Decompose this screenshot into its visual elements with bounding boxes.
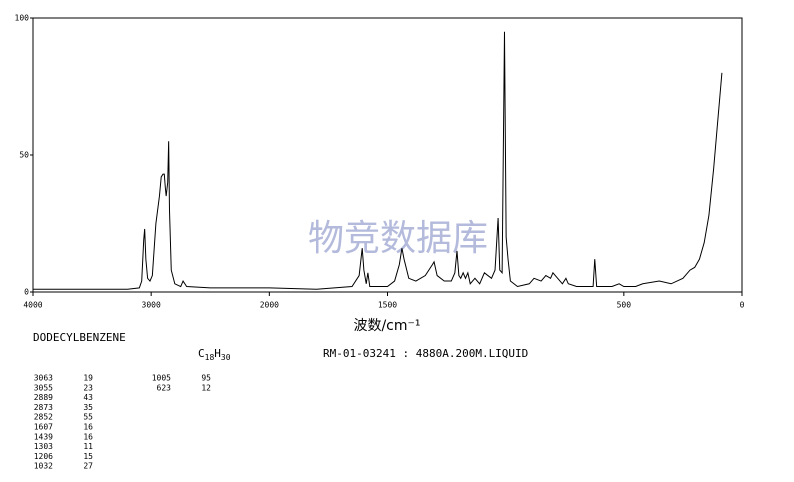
x-tick-label: 4000 <box>23 301 42 310</box>
formula: C18H30 <box>198 347 231 362</box>
peak-wavenumber: 623 <box>157 383 172 392</box>
peak-wavenumber: 1032 <box>34 462 53 471</box>
peak-wavenumber: 2852 <box>34 413 53 422</box>
peak-wavenumber: 3063 <box>34 374 53 383</box>
watermark: 物竞数据库 <box>308 218 488 259</box>
peak-wavenumber: 1206 <box>34 452 53 461</box>
peak-intensity: 23 <box>83 383 93 392</box>
peak-intensity: 16 <box>83 423 93 432</box>
x-tick-label: 1500 <box>378 301 397 310</box>
peak-wavenumber: 2889 <box>34 393 53 402</box>
formula-element: C <box>198 347 205 360</box>
formula-count: 18 <box>205 353 215 362</box>
peak-wavenumber: 3055 <box>34 383 53 392</box>
x-tick-label: 2000 <box>260 301 279 310</box>
x-tick-label: 0 <box>740 301 745 310</box>
peak-wavenumber: 1607 <box>34 423 53 432</box>
peak-intensity: 95 <box>201 374 211 383</box>
y-tick-label: 50 <box>19 151 29 160</box>
formula-element: H <box>214 347 221 360</box>
peak-intensity: 15 <box>83 452 93 461</box>
x-tick-label: 500 <box>617 301 632 310</box>
reference: RM-01-03241 : 4880A.200M.LIQUID <box>323 347 528 360</box>
peak-intensity: 19 <box>83 374 93 383</box>
y-tick-label: 100 <box>15 14 30 23</box>
formula-count: 30 <box>221 353 231 362</box>
peak-intensity: 27 <box>83 462 93 471</box>
peak-intensity: 16 <box>83 432 93 441</box>
peak-wavenumber: 1303 <box>34 442 53 451</box>
compound-name: DODECYLBENZENE <box>33 331 126 344</box>
y-tick-label: 0 <box>24 288 29 297</box>
peak-intensity: 55 <box>83 413 93 422</box>
peak-intensity: 35 <box>83 403 93 412</box>
spectrum-line <box>33 31 723 290</box>
x-axis-label: 波数/cm⁻¹ <box>353 318 420 334</box>
peak-intensity: 11 <box>83 442 93 451</box>
x-tick-label: 3000 <box>142 301 161 310</box>
peak-intensity: 12 <box>201 383 211 392</box>
peak-wavenumber: 1005 <box>152 374 171 383</box>
peak-wavenumber: 1439 <box>34 432 53 441</box>
peak-wavenumber: 2873 <box>34 403 53 412</box>
peak-intensity: 43 <box>83 393 93 402</box>
